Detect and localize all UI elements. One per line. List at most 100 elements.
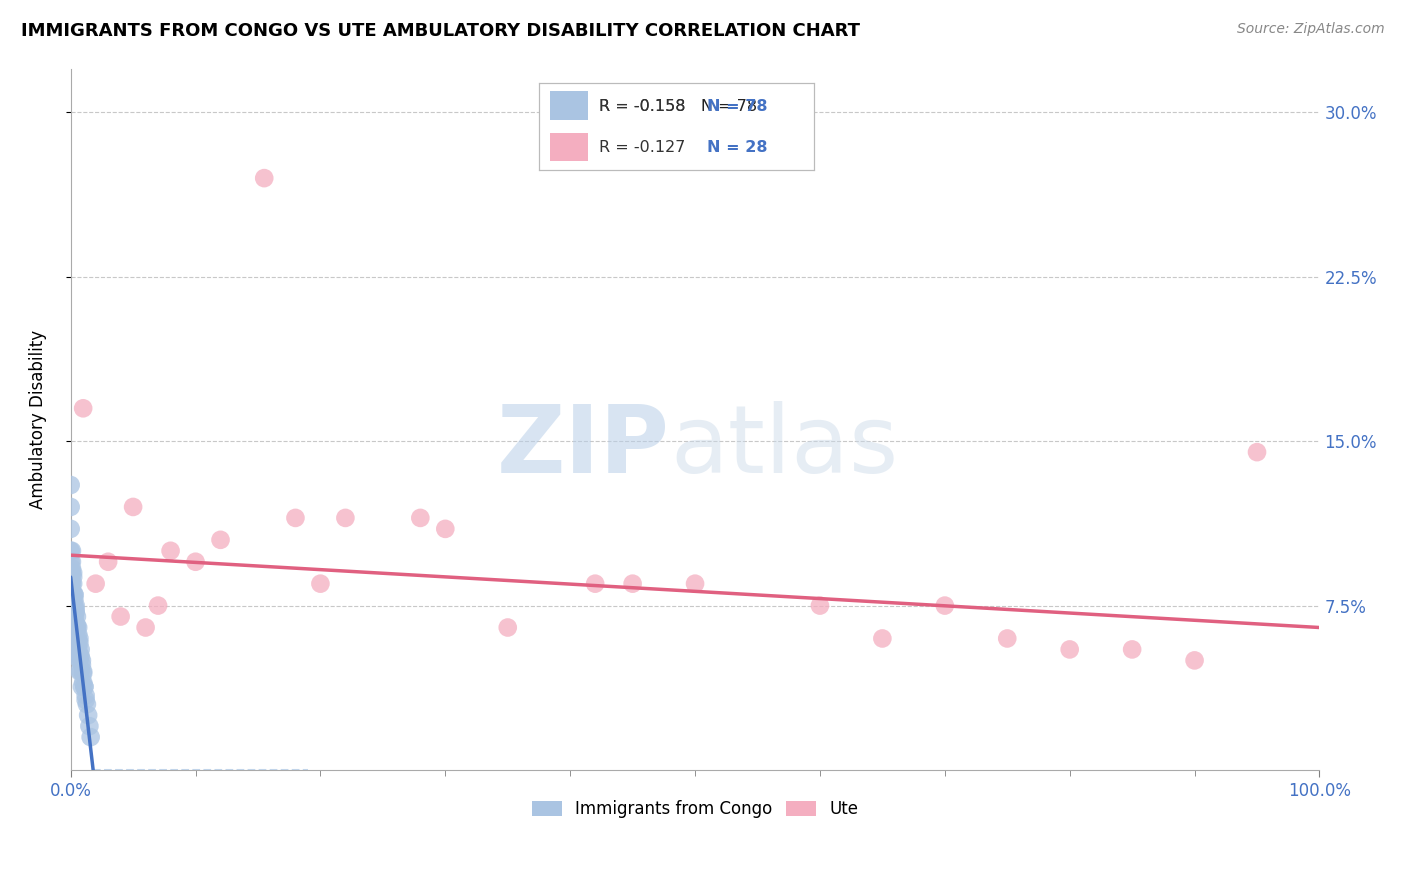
Point — [59, 642, 82, 657]
Point — [1059, 642, 1081, 657]
Point — [63, 632, 86, 646]
Point — [69, 642, 91, 657]
Point — [62, 609, 84, 624]
Point — [77, 708, 100, 723]
Point — [65, 603, 87, 617]
Point — [66, 632, 89, 646]
Point — [59, 588, 82, 602]
Point — [66, 618, 89, 632]
Text: atlas: atlas — [671, 401, 898, 493]
Point — [67, 648, 90, 663]
Point — [60, 592, 83, 607]
Point — [59, 522, 82, 536]
Point — [62, 566, 84, 580]
Point — [146, 599, 169, 613]
Point — [76, 698, 98, 712]
Point — [63, 609, 86, 624]
Point — [60, 555, 83, 569]
Point — [209, 533, 232, 547]
Point — [184, 555, 207, 569]
Point — [70, 657, 93, 672]
Point — [70, 653, 93, 667]
Point — [65, 605, 87, 619]
Point — [60, 543, 83, 558]
Point — [65, 624, 87, 639]
Point — [62, 600, 84, 615]
Point — [808, 599, 831, 613]
Text: ZIP: ZIP — [498, 401, 671, 493]
Point — [65, 642, 87, 657]
Point — [63, 599, 86, 613]
Legend: Immigrants from Congo, Ute: Immigrants from Congo, Ute — [526, 794, 865, 825]
Point — [67, 642, 90, 657]
Point — [75, 693, 97, 707]
Text: Source: ZipAtlas.com: Source: ZipAtlas.com — [1237, 22, 1385, 37]
Point — [683, 576, 706, 591]
Point — [60, 576, 83, 591]
Point — [63, 612, 86, 626]
Point — [73, 680, 96, 694]
Point — [621, 576, 644, 591]
Point — [67, 651, 90, 665]
Point — [59, 609, 82, 624]
Point — [72, 401, 94, 416]
Point — [75, 689, 97, 703]
Point — [60, 583, 83, 598]
Text: IMMIGRANTS FROM CONGO VS UTE AMBULATORY DISABILITY CORRELATION CHART: IMMIGRANTS FROM CONGO VS UTE AMBULATORY … — [21, 22, 860, 40]
Point — [63, 614, 86, 628]
Point — [69, 665, 91, 679]
Point — [60, 566, 83, 580]
Point — [63, 588, 86, 602]
Point — [62, 588, 84, 602]
Point — [67, 653, 90, 667]
Point — [72, 666, 94, 681]
Point — [309, 576, 332, 591]
Point — [66, 609, 89, 624]
Point — [59, 588, 82, 602]
Point — [62, 576, 84, 591]
Point — [284, 511, 307, 525]
Point — [434, 522, 457, 536]
Point — [59, 632, 82, 646]
Point — [67, 620, 90, 634]
Y-axis label: Ambulatory Disability: Ambulatory Disability — [30, 330, 46, 508]
Point — [84, 576, 107, 591]
Point — [1121, 642, 1143, 657]
Point — [409, 511, 432, 525]
Point — [60, 561, 83, 575]
Point — [583, 576, 606, 591]
Point — [335, 511, 357, 525]
Point — [1246, 445, 1268, 459]
Point — [67, 632, 90, 646]
Point — [59, 543, 82, 558]
Point — [67, 636, 90, 650]
Point — [60, 599, 83, 613]
Point — [60, 605, 83, 619]
Point — [66, 620, 89, 634]
Point — [97, 555, 120, 569]
Point — [72, 675, 94, 690]
Point — [1184, 653, 1206, 667]
Point — [59, 566, 82, 580]
Point — [79, 730, 101, 744]
Point — [60, 609, 83, 624]
Point — [67, 665, 90, 679]
Point — [59, 599, 82, 613]
Point — [496, 620, 519, 634]
Point — [79, 719, 101, 733]
Point — [122, 500, 145, 514]
Point — [67, 633, 90, 648]
Point — [63, 588, 86, 602]
Point — [59, 576, 82, 591]
Point — [995, 632, 1018, 646]
Point — [67, 627, 90, 641]
Point — [159, 543, 181, 558]
Point — [72, 665, 94, 679]
Point — [110, 609, 132, 624]
Point — [135, 620, 157, 634]
Point — [59, 500, 82, 514]
Point — [69, 648, 91, 663]
Point — [62, 570, 84, 584]
Point — [63, 592, 86, 607]
Point — [62, 620, 84, 634]
